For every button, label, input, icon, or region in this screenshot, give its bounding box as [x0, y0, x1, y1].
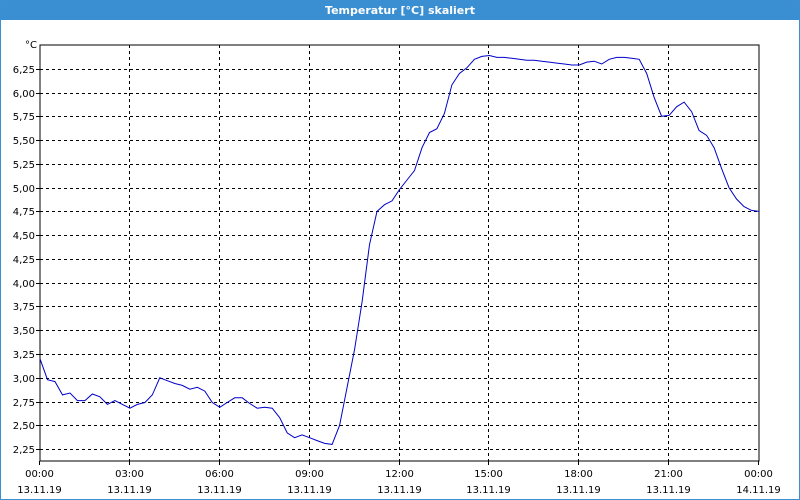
- plot-area: [40, 45, 759, 461]
- x-tick-date-label: 13.11.19: [646, 485, 691, 496]
- x-tick-date-label: 13.11.19: [466, 485, 511, 496]
- x-axis-ticks: 00:00 13.11.19 03:00 13.11.19 06:00 13.11.19 0…: [17, 461, 781, 496]
- x-tick-date-label: 13.11.19: [197, 485, 242, 496]
- x-tick-time-label: 00:00: [25, 469, 54, 480]
- x-tick-date-label: 13.11.19: [556, 485, 601, 496]
- x-tick-time-label: 03:00: [115, 469, 144, 480]
- y-tick-label: 3,75: [13, 302, 35, 313]
- y-tick-label: 2,25: [13, 445, 35, 456]
- x-tick-date-label: 13.11.19: [287, 485, 332, 496]
- x-tick-date-label: 13.11.19: [17, 485, 62, 496]
- y-tick-label: 4,25: [13, 255, 35, 266]
- y-tick-label: 5,00: [13, 184, 35, 195]
- x-tick-time-label: 12:00: [385, 469, 414, 480]
- y-tick-label: 2,75: [13, 398, 35, 409]
- y-tick-label: 6,25: [13, 65, 35, 76]
- y-tick-label: 5,50: [13, 136, 35, 147]
- x-tick-time-label: 15:00: [474, 469, 503, 480]
- y-axis-ticks: 2,25 2,50 2,75 3,00 3,25 3,50 3,75 4,00 4,25 4,50…: [13, 65, 40, 456]
- temperature-series-line: [39, 54, 760, 445]
- y-tick-label: 6,00: [13, 89, 35, 100]
- x-tick-time-label: 18:00: [564, 469, 593, 480]
- x-tick-time-label: 21:00: [654, 469, 683, 480]
- x-tick-date-label: 14.11.19: [736, 485, 781, 496]
- y-tick-label: 3,00: [13, 374, 35, 385]
- y-tick-label: 4,50: [13, 231, 35, 242]
- window-title: Temperatur [°C] skaliert: [1, 1, 799, 20]
- y-tick-label: 4,75: [13, 207, 35, 218]
- x-tick-date-label: 13.11.19: [107, 485, 152, 496]
- x-tick-time-label: 00:00: [744, 469, 773, 480]
- y-axis-unit-label: °C: [25, 40, 37, 51]
- x-tick-time-label: 09:00: [295, 469, 324, 480]
- x-tick-time-label: 06:00: [205, 469, 234, 480]
- y-tick-label: 5,25: [13, 160, 35, 171]
- y-tick-label: 3,50: [13, 326, 35, 337]
- y-tick-label: 4,00: [13, 279, 35, 290]
- y-tick-label: 2,50: [13, 421, 35, 432]
- y-tick-label: 5,75: [13, 112, 35, 123]
- y-tick-label: 3,25: [13, 350, 35, 361]
- x-tick-date-label: 13.11.19: [377, 485, 422, 496]
